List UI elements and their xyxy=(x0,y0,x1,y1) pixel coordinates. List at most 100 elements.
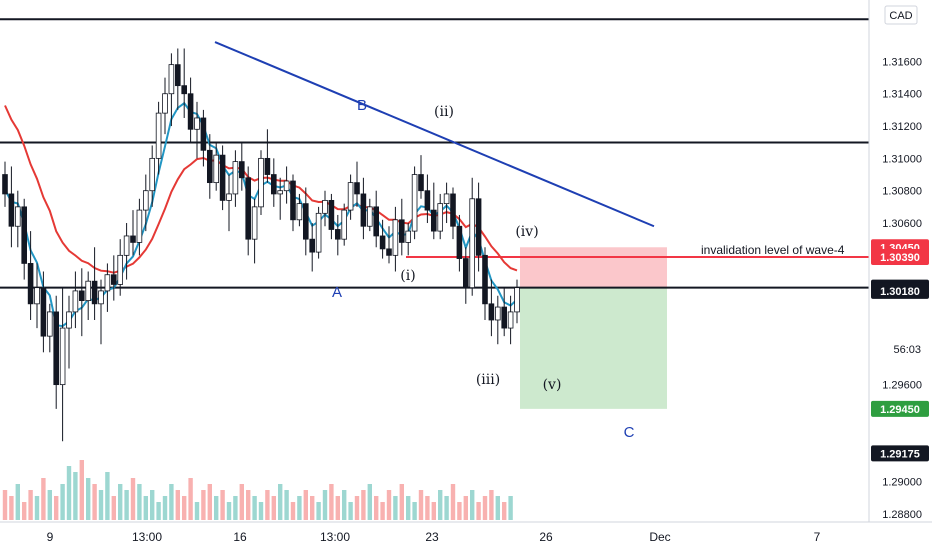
volume-bar xyxy=(34,496,40,520)
candle-body xyxy=(296,203,303,221)
volume-bar xyxy=(393,496,398,520)
volume-bar xyxy=(258,502,264,520)
volume-bar xyxy=(329,484,334,520)
candle-body xyxy=(302,203,309,240)
candle-body xyxy=(443,193,450,205)
volume-bar xyxy=(290,502,296,520)
y-tick: 1.29000 xyxy=(882,477,922,489)
volume-bar xyxy=(310,496,315,520)
trendline[interactable] xyxy=(214,41,655,228)
candle-body xyxy=(283,180,290,192)
candle-body xyxy=(475,198,482,256)
volume-bar xyxy=(342,490,347,520)
wave-label: (iii) xyxy=(476,372,500,388)
price-tag: 1.30180 xyxy=(880,286,920,298)
volume-bar xyxy=(278,484,283,520)
price-tags: 1.304501.303901.302001.301801.294501.291… xyxy=(871,239,929,462)
volume-bar xyxy=(15,484,20,520)
volume-bar xyxy=(111,496,116,520)
volume-bar xyxy=(41,478,46,520)
x-tick: 13:00 xyxy=(132,530,162,544)
candle-body xyxy=(341,209,347,240)
candle-body xyxy=(501,306,507,329)
candle-body xyxy=(258,157,264,208)
candle-body xyxy=(85,280,92,301)
volume-bar xyxy=(482,496,488,520)
volume-bar xyxy=(386,490,392,520)
volume-bar xyxy=(463,496,468,520)
price-tag: 1.30390 xyxy=(880,252,920,264)
volume-bar xyxy=(476,502,481,520)
volume-bar xyxy=(431,502,436,520)
currency-label: CAD xyxy=(889,10,912,22)
volume-bar xyxy=(156,502,161,520)
price-axis[interactable]: 1.31600 1.31400 1.31200 1.31000 1.30800 1.306… xyxy=(868,0,932,522)
x-tick: 23 xyxy=(425,530,439,544)
candle-body xyxy=(98,290,104,305)
price-tag-bg xyxy=(871,445,929,462)
volume-bar xyxy=(303,490,308,520)
candle-body xyxy=(117,254,124,285)
currency-badge xyxy=(884,5,918,25)
candle-body xyxy=(322,199,328,214)
volume-bar xyxy=(265,490,270,520)
wave-labels: (i) (ii) (iii) (iv) (v) A B C xyxy=(332,97,635,441)
volume-bar xyxy=(150,490,155,520)
volume-bar xyxy=(214,496,219,520)
candle-body xyxy=(315,212,322,253)
candle-body xyxy=(411,174,418,232)
price-tag: 1.29450 xyxy=(880,404,920,416)
volume-bar xyxy=(297,496,302,520)
candle-body xyxy=(251,206,258,240)
candle-body xyxy=(91,280,98,305)
volume-bar xyxy=(118,484,123,520)
x-tick: Dec xyxy=(649,530,670,544)
candle-body xyxy=(347,182,354,211)
candle-body xyxy=(334,229,341,240)
candle-body xyxy=(53,311,59,386)
candle-body xyxy=(270,174,277,195)
candle-body xyxy=(14,206,21,227)
position-tool[interactable] xyxy=(520,247,667,409)
volume-bar xyxy=(284,490,289,520)
price-tag-bg xyxy=(871,282,929,299)
candle-body xyxy=(66,311,72,329)
candle-body xyxy=(162,93,168,114)
candle-body xyxy=(149,157,156,192)
volume-bar xyxy=(367,484,372,520)
candle-body xyxy=(142,190,149,211)
volume-bar xyxy=(495,496,500,520)
volume-bar xyxy=(502,502,507,520)
y-tick: 1.31600 xyxy=(882,56,922,68)
candle-body xyxy=(181,85,188,95)
candle-body xyxy=(219,154,226,201)
volume-bar xyxy=(271,496,276,520)
y-tick: 1.31400 xyxy=(882,89,922,101)
candle-body xyxy=(104,274,111,292)
candle-body xyxy=(264,157,271,175)
candle-body xyxy=(450,193,456,227)
bar-countdown: 56:03 xyxy=(893,344,921,356)
time-axis[interactable]: 9 13:00 16 13:00 23 26 Dec 7 xyxy=(0,521,932,544)
candle-body xyxy=(40,287,47,337)
candle-body xyxy=(8,193,15,227)
candle-body xyxy=(469,198,475,289)
candle-body xyxy=(136,209,143,243)
candle-body xyxy=(462,258,469,289)
volume-bar xyxy=(489,490,494,520)
invalidation-note: invalidation level of wave-4 xyxy=(701,243,845,257)
y-tick: 1.28800 xyxy=(882,509,922,521)
x-tick: 13:00 xyxy=(320,530,350,544)
volume-bar xyxy=(66,466,72,520)
volume-bar xyxy=(28,490,33,520)
candle-body xyxy=(168,64,175,95)
volume-bar xyxy=(201,490,206,520)
x-tick: 26 xyxy=(539,530,553,544)
candle-body xyxy=(366,206,373,227)
target-zone xyxy=(520,287,667,409)
stop-zone xyxy=(520,247,667,288)
candle-body xyxy=(2,174,8,195)
volume-bar xyxy=(418,490,424,520)
volume-bar xyxy=(444,496,449,520)
